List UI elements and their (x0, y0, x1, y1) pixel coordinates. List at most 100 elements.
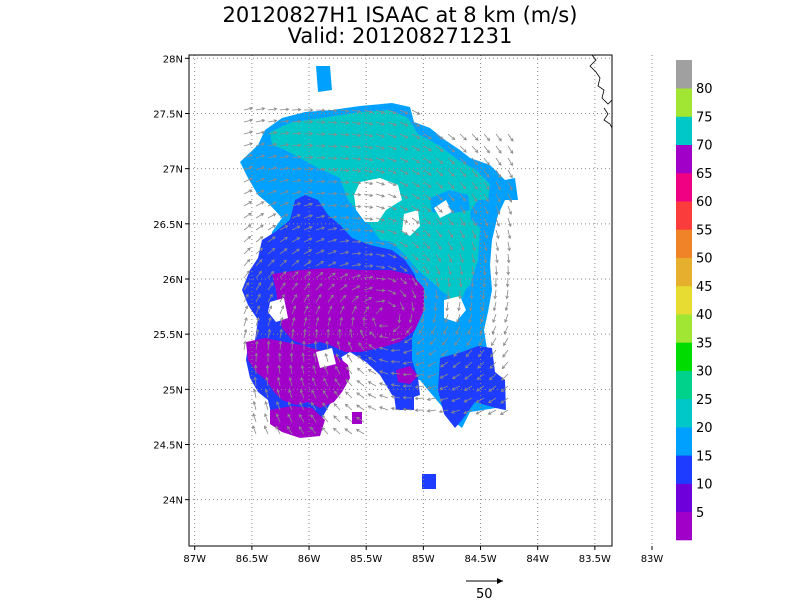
wind-vector-arrow (255, 118, 266, 123)
wind-vector-arrow (363, 205, 374, 209)
wind-vector-arrow (315, 132, 326, 136)
wind-vector-arrow (279, 270, 287, 279)
wind-vector-arrow (471, 169, 478, 178)
wind-vector-arrow (363, 109, 374, 114)
wind-vector-arrow (483, 181, 490, 191)
reference-vector-label: 50 (476, 587, 493, 600)
wind-vector-arrow (339, 305, 345, 315)
wind-vector-arrow (351, 169, 362, 173)
wind-vector-arrow (356, 380, 365, 387)
wind-vector-arrow (327, 120, 338, 125)
wind-vector-arrow (399, 121, 409, 127)
wind-vector-arrow (255, 236, 264, 243)
wind-vector-arrow (313, 352, 317, 363)
wind-vector-arrow (339, 204, 350, 208)
wind-vector-arrow (504, 313, 509, 323)
wind-vector-arrow (406, 325, 413, 334)
wind-vector-arrow (255, 142, 266, 147)
wind-vector-arrow (399, 205, 409, 211)
wind-vector-arrow (327, 191, 338, 196)
wind-vector-arrow (355, 429, 365, 435)
wind-vector-arrow (303, 316, 308, 327)
wind-vector-arrow (464, 373, 473, 380)
wind-vector-arrow (411, 277, 418, 286)
wind-vector-arrow (454, 337, 461, 346)
wind-vector-arrow (291, 107, 302, 112)
wind-vector-arrow (363, 305, 370, 315)
wind-vector-arrow (455, 325, 461, 335)
wind-vector-arrow (279, 248, 288, 255)
wind-vector-arrow (435, 181, 444, 189)
wind-vector-arrow (375, 217, 386, 222)
colorbar-swatch (676, 201, 692, 230)
wind-vector-arrow (488, 397, 497, 404)
wind-vector-arrow (435, 133, 444, 140)
wind-vector-arrow (323, 377, 329, 387)
colorbar-swatch (676, 314, 692, 343)
wind-vector-arrow (275, 425, 281, 435)
colorbar-label: 25 (696, 393, 713, 408)
wind-vector-arrow (435, 289, 439, 300)
wind-vector-arrow (363, 252, 374, 257)
wind-vector-arrow (416, 337, 425, 345)
wind-vector-arrow (507, 229, 512, 240)
colorbar-label: 30 (696, 365, 713, 380)
wind-vector-arrow (507, 133, 514, 142)
wind-vector-arrow (447, 181, 455, 189)
wind-vector-arrow (243, 165, 253, 171)
lat-tick-label: 24.5N (153, 440, 183, 451)
wind-vector-arrow (399, 145, 409, 151)
wind-vector-arrow (351, 263, 362, 267)
wind-vector-arrow (507, 205, 512, 215)
wind-vector-arrow (252, 412, 257, 423)
wind-vector-arrow (321, 414, 329, 423)
region-5ms-d (396, 366, 418, 384)
wind-vector-arrow (346, 353, 353, 363)
wind-vector-arrow (255, 107, 266, 111)
wind-vector-arrow (279, 202, 289, 207)
wind-vector-arrow (390, 371, 401, 376)
wind-vector-arrow (387, 217, 397, 223)
wind-vector-arrow (459, 133, 467, 141)
wind-vector-arrow (402, 384, 413, 388)
wind-vector-arrow (399, 193, 409, 199)
wind-vector-arrow (477, 349, 485, 358)
wind-vector-arrow (432, 313, 437, 324)
wind-vector-arrow (447, 265, 452, 276)
gap (444, 296, 466, 322)
wind-vector-arrow (378, 394, 389, 399)
wind-vector-arrow (399, 181, 409, 187)
colorbar-swatch (676, 60, 692, 89)
lon-tick-label: 86W (298, 554, 321, 565)
wind-vector-arrow (399, 157, 409, 163)
wind-vector-arrow (423, 133, 432, 140)
wind-vector-arrow (387, 289, 397, 295)
lon-tick-label: 83W (641, 554, 664, 565)
wind-speed-field (240, 66, 518, 489)
lon-tick-label: 85.5W (350, 554, 382, 565)
wind-vector-arrow (482, 265, 487, 276)
wind-vector-arrow (459, 157, 467, 165)
wind-vector-arrow (489, 361, 497, 369)
colorbar-swatch (676, 257, 692, 287)
wind-vector-arrow (276, 376, 281, 387)
colorbar-swatch (676, 398, 692, 428)
wind-vector-arrow (450, 409, 461, 414)
wind-vector-arrow (411, 229, 420, 236)
wind-vector-arrow (378, 358, 389, 363)
wind-vector-arrow (243, 328, 248, 339)
wind-vector-arrow (476, 373, 485, 381)
wind-vector-arrow (387, 133, 397, 139)
wind-vector-arrow (414, 385, 425, 389)
wind-vector-arrow (447, 229, 454, 238)
colorbar-swatch (676, 370, 692, 400)
map-subtitle: Valid: 201208271231 (287, 24, 513, 48)
wind-vector-arrow (471, 265, 475, 276)
wind-vector-arrow (390, 348, 401, 353)
wind-vector-arrow (494, 265, 499, 276)
wind-vector-arrow (265, 376, 269, 387)
wind-vector-arrow (278, 352, 282, 363)
wind-vector-arrow (267, 154, 278, 159)
wind-vector-arrow (351, 157, 362, 161)
wind-vector-arrow (447, 193, 455, 202)
